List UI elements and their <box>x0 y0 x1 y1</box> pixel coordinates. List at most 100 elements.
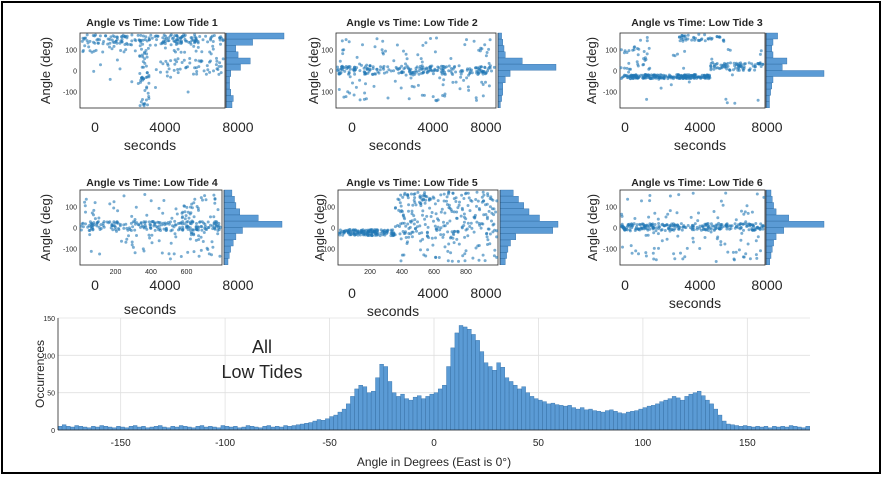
scatter-point <box>425 230 429 234</box>
scatter-point <box>203 226 207 230</box>
histogram-bar <box>759 426 764 431</box>
scatter-point <box>433 50 437 54</box>
scatter-point <box>163 37 167 41</box>
scatter-point <box>353 68 357 72</box>
scatter-point <box>98 34 102 38</box>
scatter-point <box>692 35 696 39</box>
side-histogram-bar <box>225 76 230 84</box>
scatter-point <box>462 78 466 82</box>
scatter-point <box>668 229 672 233</box>
scatter-point <box>88 228 92 232</box>
scatter-point <box>144 98 148 102</box>
scatter-point <box>418 66 422 70</box>
scatter-point <box>174 207 178 211</box>
scatter-point <box>178 67 182 71</box>
side-histogram-bar <box>499 196 519 203</box>
scatter-point <box>492 65 496 69</box>
histogram-bar <box>655 403 660 431</box>
scatter-point <box>143 221 147 225</box>
scatter-point <box>486 238 490 242</box>
side-histogram-bar <box>499 258 506 265</box>
histogram-bar <box>220 425 226 431</box>
scatter-point <box>108 202 112 206</box>
scatter-point <box>213 201 217 205</box>
scatter-point <box>455 237 459 241</box>
histogram-bar <box>442 385 447 431</box>
scatter-point <box>217 72 221 76</box>
scatter-point <box>120 37 124 41</box>
scatter-point <box>412 214 416 218</box>
scatter-point <box>454 196 458 200</box>
scatter-point <box>479 226 483 230</box>
scatter-point <box>449 235 453 239</box>
scatter-point <box>682 34 686 38</box>
histogram-bar <box>300 423 305 431</box>
scatter-point <box>141 98 144 101</box>
scatter-point <box>98 228 102 231</box>
scatter-point <box>143 193 147 196</box>
scatter-point <box>428 206 432 210</box>
scatter-point <box>746 242 750 246</box>
scatter-point <box>407 67 411 71</box>
histogram-bar <box>788 425 794 431</box>
side-histogram-bar <box>765 89 771 96</box>
scatter-point <box>660 239 664 243</box>
scatter-point <box>476 244 480 248</box>
scatter-point <box>651 251 655 255</box>
scatter-point <box>411 230 415 234</box>
scatter-point <box>341 68 345 72</box>
scatter-point <box>709 230 713 234</box>
scatter-point <box>451 73 455 76</box>
scatter-point <box>343 230 347 233</box>
scatter-point <box>141 60 145 64</box>
scatter-point <box>466 67 469 71</box>
scatter-point <box>175 41 179 45</box>
scatter-point <box>183 210 187 214</box>
histogram-bar <box>663 399 668 431</box>
scatter-point <box>363 91 367 95</box>
scatter-point <box>149 226 153 230</box>
scatter-point <box>703 222 707 226</box>
scatter-point <box>481 253 485 257</box>
scatter-point <box>91 224 95 227</box>
scatter-point <box>153 228 157 232</box>
scatter-point <box>396 224 400 227</box>
scatter-point <box>421 43 425 47</box>
scatter-point <box>452 241 456 245</box>
scatter-point <box>136 33 140 37</box>
scatter-point <box>183 217 187 221</box>
side-histogram <box>225 32 285 109</box>
scatter-point <box>386 228 390 232</box>
histogram-bar <box>705 399 710 431</box>
scatter-point <box>443 211 447 215</box>
scatter-point <box>658 225 662 229</box>
histogram-bar <box>74 425 79 431</box>
scatter-point <box>465 38 468 42</box>
scatter-point <box>739 65 743 69</box>
scatter-point <box>423 223 427 226</box>
scatter-point <box>134 39 138 43</box>
scatter-point <box>167 39 171 43</box>
scatter-point <box>679 222 683 226</box>
scatter-point <box>428 196 432 200</box>
histogram-bar <box>379 364 384 431</box>
side-histogram-bar <box>497 101 501 109</box>
scatter-point <box>84 210 87 214</box>
scatter-point <box>419 239 423 243</box>
scatter-point <box>737 68 741 72</box>
scatter-point <box>210 253 213 257</box>
scatter-point <box>358 98 362 102</box>
scatter-point <box>94 48 98 52</box>
scatter-point <box>657 246 660 250</box>
scatter-point <box>400 64 404 68</box>
histogram-bar <box>103 426 109 431</box>
scatter-point <box>642 57 646 61</box>
scatter-point <box>693 38 697 42</box>
scatter-point <box>677 76 681 80</box>
scatter-point <box>420 93 424 97</box>
histogram-bar <box>617 412 622 431</box>
scatter-point <box>190 206 194 210</box>
side-histogram-bar <box>765 227 784 234</box>
histogram-bar <box>400 393 405 431</box>
